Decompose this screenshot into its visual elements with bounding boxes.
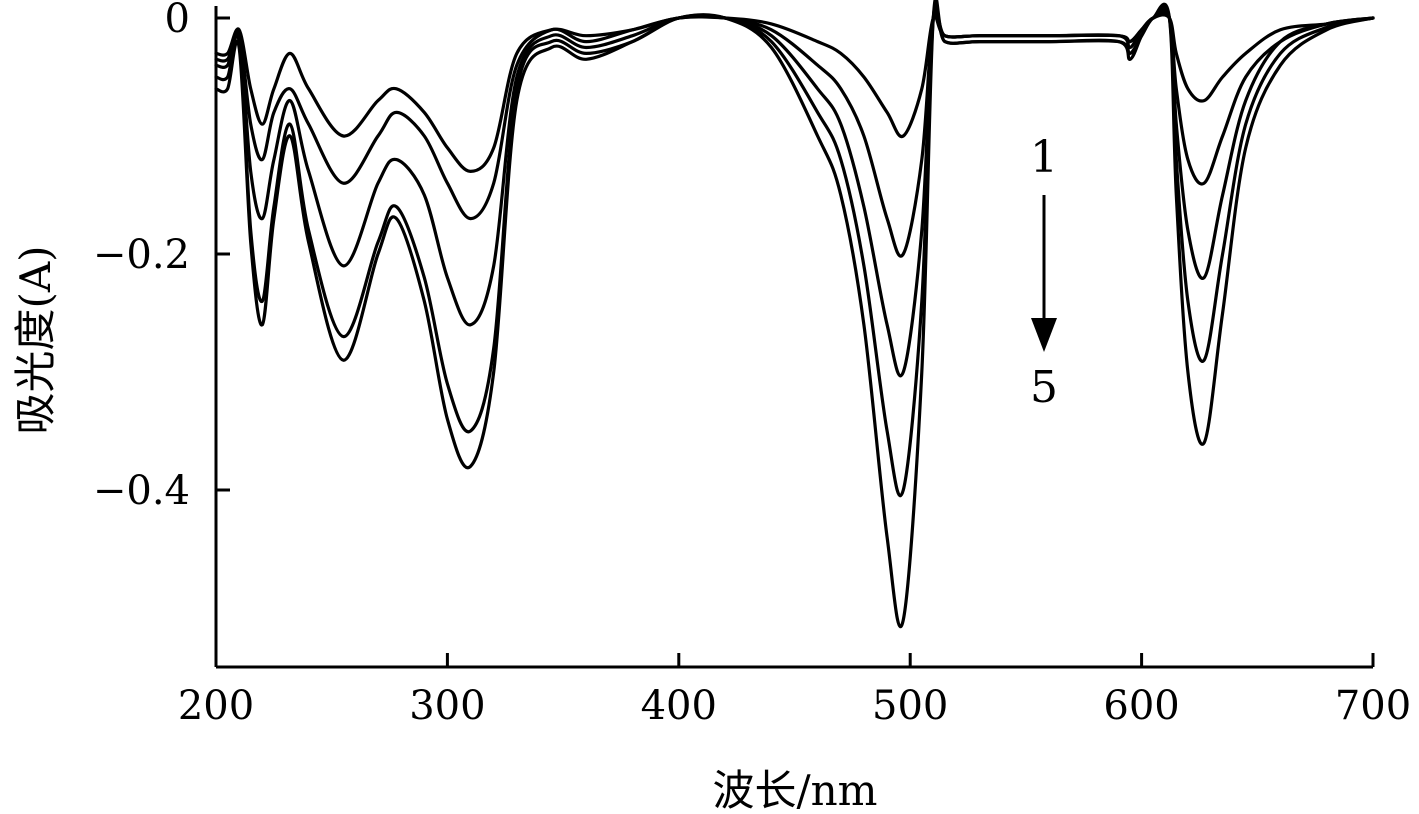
annotation-start-label: 1 [1030, 132, 1058, 183]
series-line-1 [214, 13, 1375, 173]
x-ticks: 200 300 400 500 600 700 [178, 653, 1411, 729]
annotation-end-label: 5 [1030, 362, 1058, 413]
y-tick-label: −0.4 [93, 468, 190, 514]
y-axis-title: 吸光度(A) [11, 245, 60, 434]
series-line-3 [214, 5, 1375, 378]
x-tick-label: 600 [1103, 683, 1179, 729]
x-tick-label: 200 [178, 683, 254, 729]
y-ticks: 0 −0.2 −0.4 [93, 0, 230, 514]
x-tick-label: 500 [872, 683, 948, 729]
series-line-5 [214, 0, 1375, 629]
series-line-4 [214, 1, 1375, 498]
annotation-arrow-head [1031, 318, 1057, 352]
x-tick-label: 700 [1335, 683, 1411, 729]
y-tick-label: −0.2 [93, 232, 190, 278]
x-tick-label: 400 [641, 683, 717, 729]
x-axis-title: 波长/nm [712, 766, 877, 814]
series-group [214, 0, 1375, 629]
y-tick-label: 0 [165, 0, 190, 42]
axes [214, 6, 1373, 669]
annotation-group: 1 5 [1030, 132, 1058, 413]
x-tick-label: 300 [409, 683, 485, 729]
